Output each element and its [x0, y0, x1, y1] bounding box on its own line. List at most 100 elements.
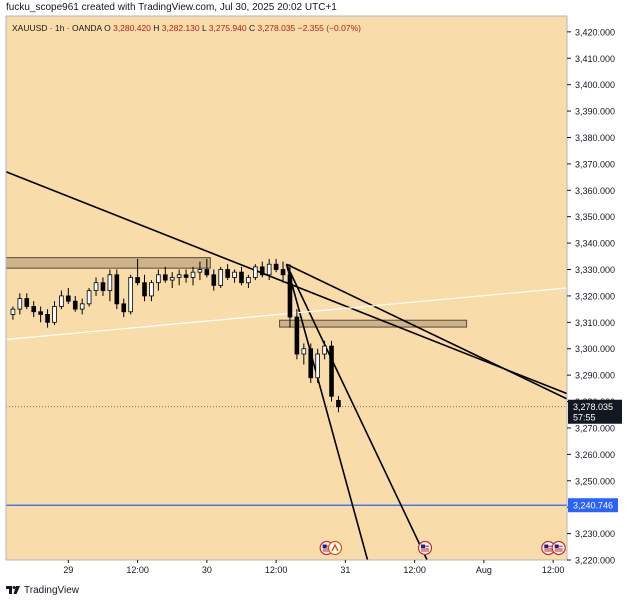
trendline-4[interactable] — [286, 263, 568, 400]
candle[interactable] — [294, 309, 300, 360]
tradingview-brand: TradingView — [24, 584, 80, 596]
time-tick-label: 12:00 — [542, 565, 565, 575]
candle-body — [246, 277, 251, 284]
candle-body — [100, 282, 106, 292]
candle[interactable] — [225, 264, 230, 281]
price-tick-label: 3,270.000 — [575, 423, 615, 433]
candle-body — [149, 282, 154, 297]
time-tick-label: 12:00 — [403, 565, 426, 575]
candle[interactable] — [52, 301, 57, 325]
trendline-2[interactable] — [285, 264, 369, 560]
candle[interactable] — [322, 340, 327, 360]
candle[interactable] — [149, 280, 154, 302]
time-tick-label: 12:00 — [126, 565, 149, 575]
candle[interactable] — [93, 277, 99, 296]
price-tick-label: 3,350.000 — [575, 212, 615, 222]
candle[interactable] — [121, 298, 127, 318]
candle[interactable] — [273, 258, 279, 273]
candle-body — [204, 269, 210, 276]
candle[interactable] — [329, 340, 334, 402]
tradingview-footer: TradingView — [6, 582, 79, 598]
price-tick-label: 3,230.000 — [575, 529, 615, 539]
tradingview-logo-icon — [6, 585, 20, 595]
candle[interactable] — [114, 269, 120, 310]
candle-body — [266, 263, 272, 276]
candle[interactable] — [45, 309, 50, 328]
candle[interactable] — [176, 269, 182, 286]
price-tick-label: 3,360.000 — [575, 186, 615, 196]
candle[interactable] — [66, 288, 71, 304]
price-tick-label: 3,370.000 — [575, 159, 615, 169]
candle[interactable] — [59, 290, 64, 310]
candle[interactable] — [135, 258, 140, 286]
candle[interactable] — [107, 269, 113, 302]
us-flag-event-icon[interactable] — [417, 540, 433, 556]
candle[interactable] — [86, 288, 92, 307]
candle[interactable] — [100, 277, 106, 296]
candle-body — [239, 271, 244, 284]
candle-body — [273, 263, 279, 270]
trendline-3[interactable] — [285, 263, 428, 560]
candle[interactable] — [246, 274, 251, 288]
candle[interactable] — [287, 264, 293, 328]
candle[interactable] — [259, 261, 265, 278]
candle[interactable] — [280, 261, 286, 283]
candle[interactable] — [38, 306, 43, 323]
price-tick-label: 3,290.000 — [575, 371, 615, 381]
candle[interactable] — [142, 274, 147, 302]
candle[interactable] — [10, 306, 16, 320]
price-axis[interactable] — [567, 16, 625, 580]
candle[interactable] — [266, 258, 272, 281]
candle[interactable] — [197, 261, 203, 281]
price-chart[interactable]: 3,220.0003,230.0003,240.0003,250.0003,26… — [0, 0, 625, 580]
price-tick-label: 3,260.000 — [575, 450, 615, 460]
resistance-zone-2[interactable] — [279, 319, 468, 328]
candle[interactable] — [31, 301, 37, 318]
candle[interactable] — [315, 348, 320, 384]
candle-body — [52, 306, 57, 323]
legend-change: −2.355 (−0.07%) — [295, 23, 361, 33]
legend-close-value: 3,278.035 — [257, 23, 295, 33]
legend-open-value: 3,280.420 — [113, 23, 151, 33]
candle[interactable] — [336, 395, 341, 413]
candle[interactable] — [239, 266, 244, 286]
plot-area[interactable] — [6, 171, 568, 560]
candle[interactable] — [169, 272, 175, 288]
candle[interactable] — [218, 266, 224, 288]
candle[interactable] — [190, 266, 196, 286]
trendline-1[interactable] — [6, 171, 567, 395]
candle-body — [121, 303, 127, 313]
us-flag-event-icon[interactable] — [551, 540, 566, 556]
earnings-event-icon[interactable] — [327, 540, 343, 556]
time-axis[interactable] — [0, 560, 567, 580]
candle[interactable] — [204, 258, 210, 278]
support-price-label-bg — [568, 498, 618, 513]
price-tick-label: 3,330.000 — [575, 265, 615, 275]
candle[interactable] — [253, 264, 258, 281]
candle-body — [59, 295, 64, 307]
candle[interactable] — [79, 298, 85, 315]
candle-body — [294, 316, 300, 355]
resistance-zone-1[interactable] — [6, 257, 211, 269]
candle[interactable] — [24, 293, 30, 310]
candle-body — [218, 269, 224, 286]
price-tick-label: 3,250.000 — [575, 476, 615, 486]
candle[interactable] — [183, 269, 189, 283]
candle-body — [190, 271, 196, 278]
candle[interactable] — [17, 293, 23, 315]
candle[interactable] — [72, 295, 78, 312]
candle[interactable] — [232, 269, 237, 283]
price-tick-label: 3,320.000 — [575, 291, 615, 301]
candle-body — [176, 274, 182, 278]
candle-countdown: 57:55 — [573, 413, 596, 423]
candle[interactable] — [128, 274, 133, 315]
price-tick-label: 3,410.000 — [575, 54, 615, 64]
candle[interactable] — [211, 269, 217, 291]
candle[interactable] — [162, 266, 168, 283]
candle-body — [156, 274, 161, 284]
trendline-5[interactable] — [6, 287, 567, 341]
candle[interactable] — [156, 269, 161, 291]
price-tick-label: 3,300.000 — [575, 344, 615, 354]
candle[interactable] — [308, 343, 314, 384]
candle[interactable] — [301, 343, 307, 365]
